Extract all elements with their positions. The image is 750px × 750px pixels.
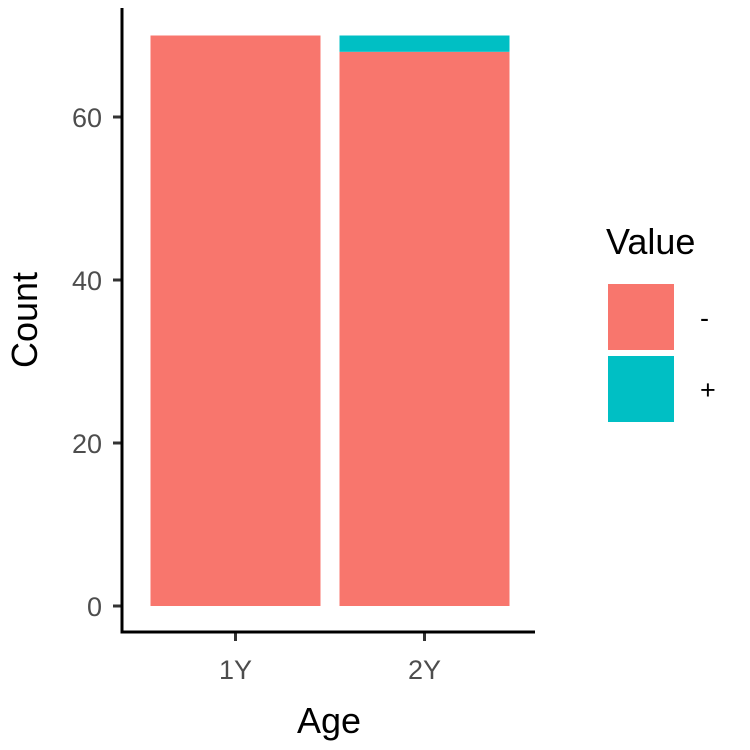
y-axis-title: Count [4,272,45,368]
legend-swatch-1 [608,356,674,422]
y-tick-label: 20 [72,429,102,459]
x-tick-label: 2Y [408,655,441,685]
y-tick-label: 40 [72,266,102,296]
legend-title: Value [606,221,695,262]
y-tick-label: 60 [72,103,102,133]
y-tick-label: 0 [87,592,102,622]
y-axis-ticks: 0 20 40 60 [72,103,122,622]
bar-2Y-series-0 [339,51,510,607]
bar-1Y-series-0 [150,35,321,606]
legend-items: -+ [608,284,716,422]
x-tick-label: 1Y [219,655,252,685]
x-axis-ticks: 1Y 2Y [219,632,441,685]
bar-2Y-series-1 [339,35,510,52]
legend-label-1: + [700,375,716,405]
x-axis-title: Age [297,700,361,741]
legend-label-0: - [700,303,709,333]
legend-swatch-0 [608,284,674,350]
legend: Value -+ [606,221,716,422]
bars-layer [150,35,510,607]
